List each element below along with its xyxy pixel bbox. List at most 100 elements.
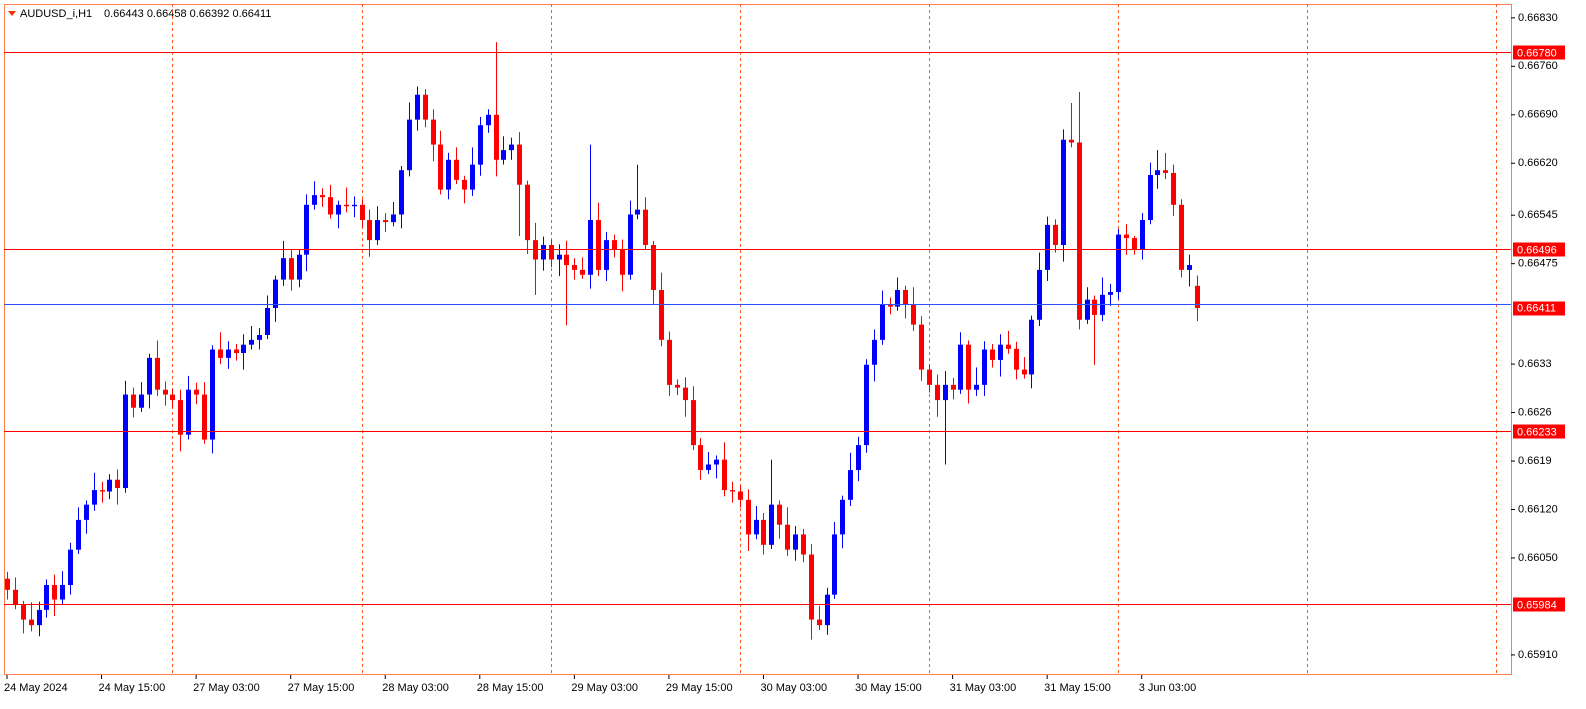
candle-body: [675, 384, 680, 388]
candle-body: [431, 119, 436, 145]
candle-body: [628, 214, 633, 275]
candle-body: [785, 524, 790, 550]
bid-label: 0.66411: [1517, 302, 1556, 314]
candle-body: [68, 549, 73, 585]
candle-body: [486, 114, 491, 126]
candle-body: [825, 594, 830, 626]
candle-body: [391, 214, 396, 223]
candle-body: [1124, 234, 1129, 239]
candle-body: [1187, 265, 1192, 270]
candle-body: [856, 445, 861, 471]
level-label-box: [1513, 597, 1565, 612]
candle-body: [620, 249, 625, 275]
candle-body: [462, 179, 467, 190]
symbol: AUDUSD_i,H1: [20, 8, 92, 20]
candle-body: [588, 220, 593, 275]
level-label-box: [1513, 45, 1565, 60]
candle-body: [817, 619, 822, 626]
candle-body: [659, 289, 664, 340]
candle-body: [1148, 175, 1153, 221]
level-label: 0.66233: [1517, 426, 1557, 438]
candle-body: [383, 220, 388, 223]
candle-body: [1029, 319, 1034, 375]
level-label: 0.66780: [1517, 47, 1557, 59]
candle-body: [730, 490, 735, 492]
candle-body: [982, 349, 987, 385]
candle-body: [761, 519, 766, 545]
candle-body: [998, 344, 1003, 360]
candle-body: [1195, 285, 1200, 308]
candle-body: [714, 459, 719, 465]
candle-body: [651, 244, 656, 290]
candle-body: [147, 357, 152, 395]
candle-body: [131, 394, 136, 408]
candle-body: [1069, 139, 1074, 143]
candle-body: [777, 504, 782, 525]
candle-body: [115, 479, 120, 489]
candle-body: [935, 384, 940, 401]
candle-body: [107, 479, 112, 492]
candle-body: [840, 499, 845, 535]
y-tick-label: 0.6626: [1518, 406, 1552, 418]
candle-body: [564, 254, 569, 266]
candle-body: [52, 584, 57, 600]
candle-body: [596, 220, 601, 270]
x-tick-label: 3 Jun 03:00: [1139, 682, 1197, 694]
candle-body: [706, 464, 711, 471]
candle-body: [13, 589, 18, 606]
candle-body: [769, 504, 774, 545]
symbol-menu-arrow[interactable]: [8, 11, 16, 16]
candle-body: [44, 584, 49, 610]
candle-body: [1179, 204, 1184, 270]
quote: 0.66443 0.66458 0.66392 0.66411: [104, 8, 271, 20]
candle-body: [281, 258, 286, 280]
candle-body: [1132, 238, 1137, 250]
candle-body: [746, 499, 751, 535]
candle-body: [234, 349, 239, 354]
candle-body: [470, 164, 475, 190]
candle-body: [722, 459, 727, 491]
candle-body: [21, 605, 26, 620]
candle-body: [1006, 344, 1011, 349]
candle-body: [557, 254, 562, 260]
candle-body: [612, 240, 617, 250]
candle-body: [415, 94, 420, 120]
y-tick-label: 0.66830: [1518, 12, 1558, 24]
candle-body: [336, 204, 341, 215]
candle-body: [635, 209, 640, 215]
candle-body: [210, 349, 215, 440]
candle-body: [423, 94, 428, 120]
candle-body: [123, 394, 128, 489]
candle-body: [809, 554, 814, 620]
candle-body: [604, 240, 609, 270]
candle-body: [541, 244, 546, 260]
x-tick-label: 30 May 03:00: [760, 682, 827, 694]
candle-body: [273, 279, 278, 308]
candle-body: [525, 184, 530, 241]
candle-body: [951, 384, 956, 390]
candle-body: [943, 384, 948, 401]
candle-body: [1140, 220, 1145, 250]
y-tick-label: 0.66620: [1518, 157, 1558, 169]
level-label: 0.65984: [1517, 599, 1557, 611]
candle-body: [509, 144, 514, 151]
x-tick-label: 24 May 2024: [4, 682, 68, 694]
candle-body: [903, 289, 908, 305]
candle-body: [572, 265, 577, 270]
y-tick-label: 0.6633: [1518, 358, 1552, 370]
candle-body: [1171, 172, 1176, 205]
candle-body: [1116, 234, 1121, 293]
candle-body: [139, 394, 144, 408]
candle-body: [1077, 142, 1082, 320]
candle-body: [919, 324, 924, 370]
x-tick-label: 24 May 15:00: [99, 682, 166, 694]
candle-body: [872, 339, 877, 365]
candle-body: [1053, 224, 1058, 245]
candle-body: [549, 244, 554, 260]
candle-body: [328, 197, 333, 215]
candle-body: [911, 304, 916, 325]
y-tick-label: 0.6619: [1518, 455, 1552, 467]
candle-body: [801, 534, 806, 555]
y-tick-label: 0.66120: [1518, 503, 1558, 515]
candle-body: [170, 394, 175, 401]
